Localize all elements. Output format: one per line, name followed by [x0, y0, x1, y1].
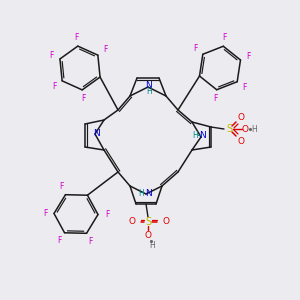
Text: F: F: [222, 33, 227, 42]
Text: F: F: [43, 209, 47, 218]
Text: F: F: [103, 45, 107, 54]
Text: N: N: [146, 80, 152, 89]
Text: F: F: [52, 82, 57, 91]
Text: O: O: [238, 112, 244, 122]
Text: F: F: [105, 210, 109, 219]
Text: H: H: [138, 188, 144, 197]
Text: F: F: [81, 94, 85, 103]
Text: F: F: [213, 94, 218, 103]
Text: F: F: [247, 52, 251, 61]
Text: O: O: [145, 230, 152, 239]
Text: O: O: [238, 136, 244, 146]
Text: S: S: [145, 217, 151, 227]
Text: F: F: [50, 51, 54, 60]
Text: N: N: [146, 188, 152, 197]
Text: O: O: [242, 124, 248, 134]
Text: F: F: [58, 236, 62, 245]
Text: N: N: [94, 130, 100, 139]
Text: N: N: [200, 130, 206, 140]
Text: H: H: [149, 241, 155, 250]
Text: H: H: [251, 124, 257, 134]
Text: F: F: [89, 237, 93, 246]
Text: H: H: [192, 130, 198, 140]
Text: O: O: [128, 218, 136, 226]
Text: F: F: [59, 182, 63, 191]
Text: F: F: [75, 33, 79, 42]
Text: O: O: [163, 218, 170, 226]
Text: H: H: [146, 88, 152, 97]
Text: F: F: [194, 44, 198, 53]
Text: S: S: [226, 124, 232, 134]
Text: F: F: [242, 83, 246, 92]
